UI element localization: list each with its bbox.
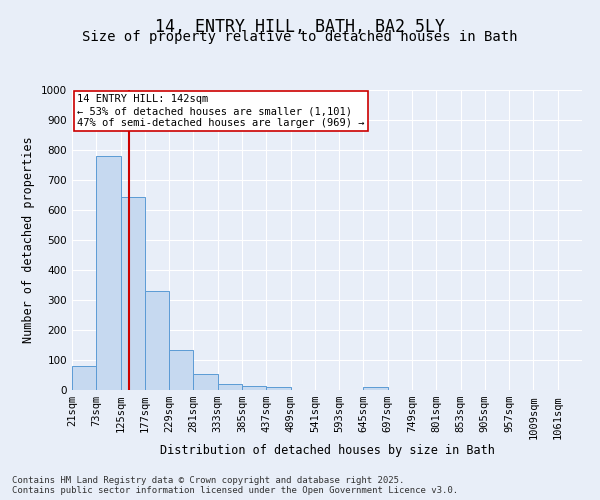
Text: Size of property relative to detached houses in Bath: Size of property relative to detached ho… (82, 30, 518, 44)
Text: 14, ENTRY HILL, BATH, BA2 5LY: 14, ENTRY HILL, BATH, BA2 5LY (155, 18, 445, 36)
Text: 14 ENTRY HILL: 142sqm
← 53% of detached houses are smaller (1,101)
47% of semi-d: 14 ENTRY HILL: 142sqm ← 53% of detached … (77, 94, 365, 128)
Bar (193, 374, 218, 390)
Bar (121, 196, 145, 390)
Bar (96, 156, 121, 390)
Bar (72, 366, 96, 390)
Bar (145, 291, 169, 390)
Bar (242, 386, 266, 390)
Y-axis label: Number of detached properties: Number of detached properties (22, 136, 35, 344)
Bar (218, 384, 242, 390)
Bar (266, 387, 290, 390)
X-axis label: Distribution of detached houses by size in Bath: Distribution of detached houses by size … (160, 444, 494, 457)
Bar (169, 350, 193, 390)
Bar (364, 387, 388, 390)
Text: Contains HM Land Registry data © Crown copyright and database right 2025.
Contai: Contains HM Land Registry data © Crown c… (12, 476, 458, 495)
